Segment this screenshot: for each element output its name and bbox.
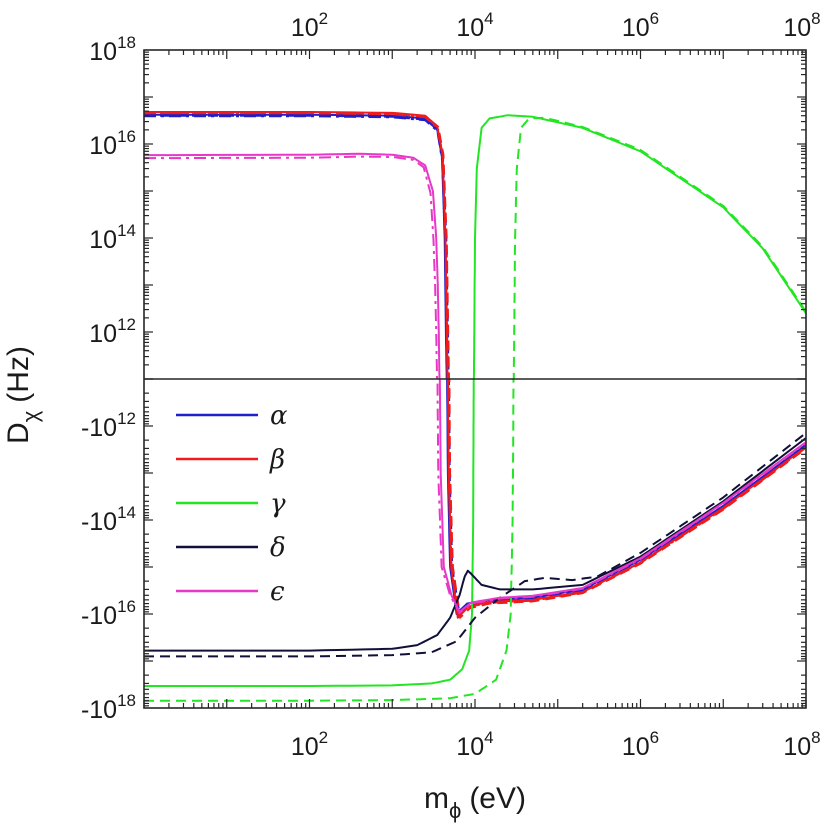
x-tick-label-top: 108: [783, 9, 820, 42]
x-axis-label-unit: (eV): [469, 782, 526, 815]
x-axis-label: mϕ (eV): [424, 782, 526, 823]
x-tick-label-top: 102: [291, 9, 328, 42]
x-tick-label-bottom-exp: 2: [319, 728, 328, 747]
y-axis-label-unit: (Hz): [2, 346, 35, 403]
y-tick-label-top-exp: 14: [117, 221, 136, 240]
x-tick-label-bottom-base: 10: [622, 733, 650, 761]
y-tick-label-top-exp: 12: [117, 315, 136, 334]
y-axis-label: Dχ (Hz): [2, 346, 43, 444]
x-tick-label-bottom-exp: 6: [650, 728, 659, 747]
legend-label-1: β: [269, 445, 285, 475]
x-tick-label-bottom-base: 10: [456, 733, 484, 761]
x-axis-label-base: m: [424, 782, 449, 815]
series-line-7: [144, 116, 806, 702]
y-tick-label-bottom-base: -10: [81, 508, 117, 536]
legend-label-0: α: [270, 401, 288, 431]
x-tick-label-bottom: 102: [291, 728, 328, 761]
ticks: 1021021041041061061081081018101610141012…: [81, 9, 821, 761]
x-tick-label-bottom-exp: 8: [811, 728, 820, 747]
x-tick-label-top-exp: 4: [484, 9, 493, 28]
y-tick-label-bottom: -1014: [81, 503, 136, 536]
axis-labels: mϕ (eV) Dχ (Hz): [2, 346, 526, 823]
y-tick-label-top: 1014: [89, 221, 136, 254]
y-axis-label-sub: χ: [18, 410, 43, 422]
x-tick-label-bottom-base: 10: [291, 733, 319, 761]
x-tick-label-top-base: 10: [622, 14, 650, 42]
y-tick-label-top-exp: 18: [117, 33, 136, 52]
y-tick-label-top: 1012: [89, 315, 136, 348]
y-tick-label-bottom-base: -10: [81, 602, 117, 630]
y-tick-label-bottom: -1012: [81, 409, 136, 442]
y-tick-label-bottom-exp: 16: [117, 597, 136, 616]
x-axis-label-sub: ϕ: [449, 798, 461, 823]
legend-label-3: δ: [270, 533, 286, 563]
y-tick-label-bottom-base: -10: [81, 696, 117, 724]
y-tick-label-bottom-exp: 14: [117, 503, 136, 522]
x-tick-label-bottom-base: 10: [783, 733, 811, 761]
y-tick-label-top-exp: 16: [117, 127, 136, 146]
y-tick-label-bottom-base: -10: [81, 414, 117, 442]
x-tick-label-bottom: 106: [622, 728, 659, 761]
x-tick-label-top-base: 10: [783, 14, 811, 42]
x-tick-label-bottom: 108: [783, 728, 820, 761]
y-tick-label-top-base: 10: [89, 226, 117, 254]
y-tick-label-top-base: 10: [89, 132, 117, 160]
y-tick-label-top: 1018: [89, 33, 136, 66]
y-tick-label-top-base: 10: [89, 38, 117, 66]
series-line-8: [144, 437, 806, 652]
y-tick-label-bottom-exp: 18: [117, 691, 136, 710]
x-tick-label-top-exp: 6: [650, 9, 659, 28]
x-tick-label-top-base: 10: [456, 14, 484, 42]
y-tick-label-bottom-exp: 12: [117, 409, 136, 428]
x-tick-label-bottom: 104: [456, 728, 493, 761]
series-line-5: [144, 112, 806, 617]
x-tick-label-bottom-exp: 4: [484, 728, 493, 747]
y-tick-label-bottom: -1018: [81, 691, 136, 724]
legend-label-4: ϵ: [270, 577, 285, 607]
series-line-11: [144, 155, 806, 614]
x-tick-label-top: 106: [622, 9, 659, 42]
y-tick-label-bottom: -1016: [81, 597, 136, 630]
series-line-9: [144, 432, 806, 658]
legend-label-2: γ: [270, 489, 286, 519]
x-tick-label-top-exp: 2: [319, 9, 328, 28]
x-tick-label-top-exp: 8: [811, 9, 820, 28]
y-axis-label-base: D: [2, 422, 35, 444]
x-tick-label-top: 104: [456, 9, 493, 42]
y-tick-label-top-base: 10: [89, 320, 117, 348]
series-layer: [144, 111, 806, 702]
y-tick-label-top: 1016: [89, 127, 136, 160]
x-tick-label-top-base: 10: [291, 14, 319, 42]
